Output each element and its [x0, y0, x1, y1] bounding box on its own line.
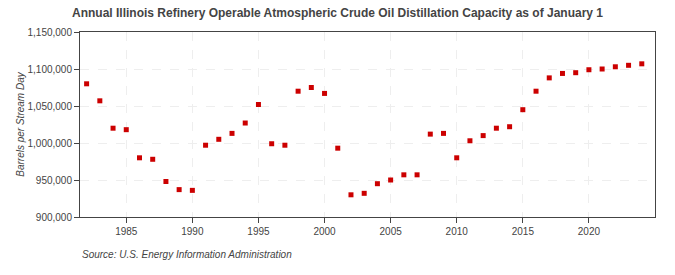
- svg-text:Annual Illinois Refinery Opera: Annual Illinois Refinery Operable Atmosp…: [72, 6, 603, 20]
- svg-text:900,000: 900,000: [36, 212, 73, 223]
- svg-text:1,150,000: 1,150,000: [28, 27, 73, 38]
- svg-text:1,100,000: 1,100,000: [28, 64, 73, 75]
- svg-text:1995: 1995: [247, 226, 270, 237]
- svg-text:2015: 2015: [512, 226, 535, 237]
- svg-text:2010: 2010: [446, 226, 469, 237]
- svg-text:1990: 1990: [181, 226, 204, 237]
- svg-text:Barrels per Stream Day: Barrels per Stream Day: [15, 71, 26, 176]
- svg-text:950,000: 950,000: [36, 175, 73, 186]
- svg-text:1985: 1985: [115, 226, 138, 237]
- svg-text:Source: U.S. Energy Informatio: Source: U.S. Energy Information Administ…: [82, 249, 292, 260]
- svg-text:2020: 2020: [578, 226, 601, 237]
- svg-text:1,050,000: 1,050,000: [28, 101, 73, 112]
- svg-text:2005: 2005: [380, 226, 403, 237]
- svg-text:2000: 2000: [313, 226, 336, 237]
- svg-text:1,000,000: 1,000,000: [28, 138, 73, 149]
